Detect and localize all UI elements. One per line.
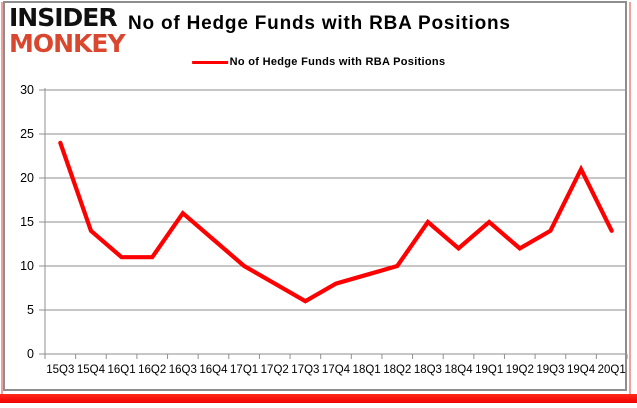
data-series-line (58, 140, 614, 304)
x-tick-label: 19Q3 (536, 364, 564, 376)
x-tick-label: 19Q2 (506, 364, 534, 376)
x-tick-label: 18Q1 (353, 364, 381, 376)
x-tick-label: 19Q1 (475, 364, 503, 376)
x-tick-label: 15Q3 (46, 364, 74, 376)
x-tick-label: 19Q4 (567, 364, 596, 376)
legend-series-label: No of Hedge Funds with RBA Positions (229, 56, 446, 68)
y-tick-label: 25 (20, 127, 34, 141)
x-tick-label: 16Q1 (108, 364, 136, 376)
chart-card (3, 1, 627, 391)
y-tick-label: 10 (20, 259, 34, 273)
x-tick-label: 16Q3 (169, 364, 197, 376)
x-tick-label: 18Q3 (414, 364, 442, 376)
x-tick-label: 20Q1 (598, 364, 626, 376)
x-tick-label: 17Q3 (291, 364, 319, 376)
logo-monkey-text: MONKEY (9, 29, 126, 58)
x-tick-label: 17Q1 (230, 364, 258, 376)
y-tick-label: 30 (20, 83, 34, 97)
y-tick-label: 15 (20, 215, 34, 229)
y-tick-label: 5 (27, 303, 34, 317)
insider-monkey-logo: INSIDER MONKEY (9, 3, 126, 58)
x-tick-label: 16Q2 (138, 364, 166, 376)
x-tick-label: 18Q2 (383, 364, 411, 376)
x-tick-label: 17Q2 (261, 364, 289, 376)
x-tick-label: 18Q4 (444, 364, 473, 376)
bottom-red-bar (0, 394, 637, 403)
y-tick-label: 20 (20, 171, 34, 185)
x-tick-label: 17Q4 (322, 364, 351, 376)
x-tick-label: 15Q4 (77, 364, 106, 376)
chart-title: No of Hedge Funds with RBA Positions (128, 13, 511, 34)
right-red-edge (629, 2, 631, 395)
legend-line-swatch (191, 60, 228, 64)
left-red-edge (1, 2, 3, 395)
y-tick-label: 0 (27, 347, 34, 361)
legend: No of Hedge Funds with RBA Positions (191, 56, 446, 68)
logo-insider-text: INSIDER (9, 3, 118, 32)
x-tick-label: 16Q4 (199, 364, 228, 376)
